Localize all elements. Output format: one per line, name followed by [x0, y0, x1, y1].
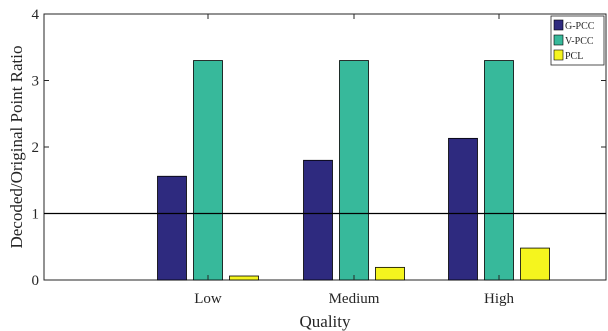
- legend-label: PCL: [565, 51, 583, 62]
- legend-label: G-PCC: [565, 21, 595, 32]
- y-tick-label: 4: [32, 7, 40, 23]
- bar-v-pcc-low: [193, 60, 223, 281]
- x-axis-ticks: Low Medium High: [194, 14, 515, 307]
- x-axis-label: Quality: [300, 312, 351, 331]
- x-tick-label: Low: [194, 291, 222, 307]
- y-axis-ticks: 0 1 2 3 4: [32, 7, 606, 289]
- legend: G-PCC V-PCC PCL: [550, 15, 605, 66]
- bar-pcl-low: [229, 275, 259, 281]
- bar-g-pcc-high: [448, 137, 478, 281]
- y-tick-label: 2: [32, 140, 40, 156]
- legend-swatch: [553, 49, 564, 61]
- y-tick-label: 1: [32, 207, 40, 223]
- bars: [157, 60, 550, 281]
- x-tick-label: Medium: [329, 291, 380, 307]
- legend-swatch: [553, 34, 564, 46]
- legend-swatch: [553, 19, 564, 31]
- y-axis-label: Decoded/Original Point Ratio: [7, 45, 26, 248]
- x-tick-label: High: [484, 291, 515, 307]
- bar-g-pcc-medium: [303, 159, 333, 281]
- bar-v-pcc-medium: [339, 60, 369, 281]
- y-tick-label: 3: [32, 74, 40, 90]
- bar-g-pcc-low: [157, 175, 187, 281]
- y-tick-label: 0: [32, 273, 40, 289]
- bar-pcl-medium: [375, 266, 405, 281]
- bar-pcl-high: [520, 247, 550, 281]
- legend-label: V-PCC: [565, 36, 594, 47]
- bar-v-pcc-high: [484, 60, 514, 281]
